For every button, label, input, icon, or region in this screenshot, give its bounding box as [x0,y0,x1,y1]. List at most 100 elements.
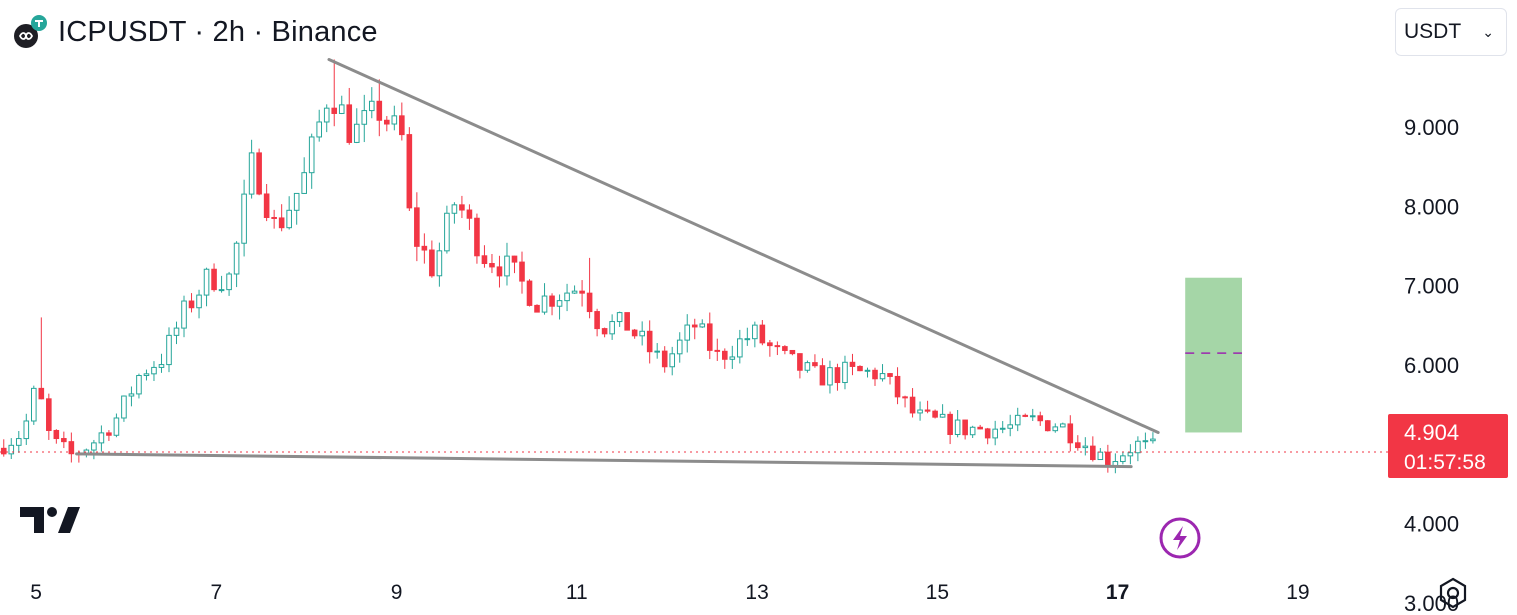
candle [91,439,97,460]
candle [782,345,788,355]
date-label: 9 [391,581,403,604]
candles [0,59,1156,474]
candle [706,312,713,360]
candle [384,116,390,132]
candle [158,353,165,373]
candle [646,320,653,364]
target-rectangle[interactable] [1185,277,1242,433]
current-price: 4.904 [1404,420,1460,445]
candle [1022,413,1029,418]
candle [541,283,548,315]
lightning-icon[interactable] [1158,516,1202,565]
candle [564,283,570,312]
candle [1097,448,1104,461]
candle [248,139,255,199]
date-label: 13 [745,581,768,604]
candle [451,202,458,224]
date-label: 17 [1106,581,1129,604]
candle [556,294,563,320]
candle [759,320,766,346]
candle [902,395,908,408]
candle [256,148,262,196]
candle [203,267,210,307]
candle [15,431,22,453]
candle [1105,444,1111,473]
candle [579,280,585,307]
current-price-tag: 4.904 01:57:58 [1388,414,1508,478]
candle [954,409,961,438]
candle [729,345,736,369]
price-label: 9.000 [1404,115,1459,140]
candle [526,279,533,307]
candle [481,245,488,268]
candle [699,319,706,328]
candle [278,204,285,232]
candle [744,327,751,346]
candle [323,104,330,133]
currency-select[interactable]: USDT ⌄ [1395,8,1507,56]
candle [984,427,991,445]
trendline[interactable] [75,452,1133,469]
candle [241,179,247,257]
candle [969,425,976,439]
candle [489,253,495,274]
trendline[interactable] [327,58,1160,434]
candle [106,430,112,441]
candle [872,367,878,386]
chart-header: ICPUSDT · 2h · Binance [12,14,378,50]
currency-value: USDT [1404,20,1462,43]
candle [654,343,660,359]
candle [691,318,698,340]
candle [128,386,135,407]
candle [414,192,420,262]
candle [399,102,405,141]
candle [496,255,503,288]
candle [894,367,901,405]
candle [639,321,645,346]
candle [571,285,578,294]
tradingview-logo-icon[interactable] [20,504,82,541]
axes: 10.0009.0008.0007.0006.0004.0003.0005791… [0,36,1471,611]
candle [1142,432,1149,449]
candle [827,360,833,394]
candle [519,251,525,294]
candle [549,293,555,316]
candle [879,364,886,382]
candle [113,413,120,438]
candle [121,395,127,422]
candle [293,192,300,225]
candle [849,353,856,376]
candle [1007,414,1014,437]
symbol-title: ICPUSDT · 2h · Binance [58,15,378,48]
candle [406,127,413,212]
candle [338,95,345,115]
candle [263,184,270,222]
candle [917,401,923,421]
icp-logo-icon [12,14,48,50]
candle [346,87,353,145]
candle [812,354,818,368]
candle [609,314,615,340]
price-label: 4.000 [1404,512,1459,537]
candle [932,409,938,419]
candle [721,348,728,369]
target-box [1185,277,1242,433]
candle [0,439,7,457]
candle [1075,435,1081,451]
settings-icon[interactable] [1436,576,1470,615]
candle [151,361,157,382]
candle [511,255,518,274]
price-label: 8.000 [1404,194,1459,219]
candle [429,240,435,278]
candle [534,304,540,313]
candle [68,432,75,463]
candle [631,328,638,339]
candle [196,289,202,319]
candle [774,341,781,356]
candle [136,373,142,399]
candle [1135,436,1141,462]
candle [887,372,893,385]
candle [624,312,630,331]
candle [947,411,953,445]
